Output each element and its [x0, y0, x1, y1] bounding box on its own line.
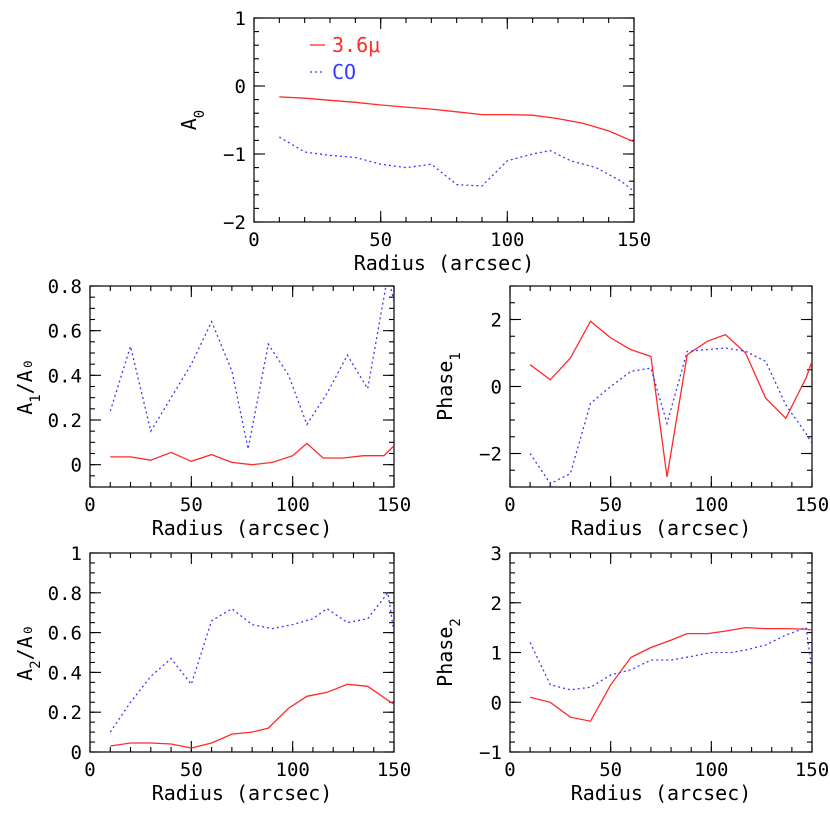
- x-axis-label: Radius (arcsec): [354, 251, 535, 275]
- y-tick-label: −1: [479, 742, 502, 764]
- x-tick-label: 50: [599, 759, 622, 781]
- y-tick-label: −1: [223, 144, 246, 166]
- y-tick-label: 1: [235, 8, 246, 30]
- x-tick-label: 0: [504, 494, 515, 516]
- panel-a0: 0 50 100 150 −2 −1 0 1 Radius (arcsec) A0 3.6μ CO: [177, 8, 651, 275]
- y-tick-label: 0: [491, 377, 502, 399]
- x-tick-label: 150: [377, 494, 411, 516]
- legend: 3.6μ CO: [310, 33, 380, 84]
- y-tick-label: 0: [235, 76, 246, 98]
- series-line-ir: [110, 442, 394, 466]
- y-tick-label: −2: [479, 444, 502, 466]
- y-tick-label: 1: [71, 543, 82, 565]
- plot-frame: [509, 552, 813, 753]
- legend-label: 3.6μ: [332, 33, 380, 57]
- series-line-ir: [110, 683, 394, 749]
- series-line-ir: [279, 96, 634, 143]
- panel-phase1: 0 50 100 150 −2 0 2 Radius (arcsec) Phase1: [433, 285, 829, 540]
- series-line-co: [529, 626, 812, 691]
- y-tick-label: 1: [491, 643, 502, 665]
- x-tick-label: 50: [369, 229, 392, 251]
- x-tick-label: 100: [694, 759, 728, 781]
- x-tick-label: 50: [599, 494, 622, 516]
- y-tick-label: 0.8: [48, 583, 82, 605]
- series-line-ir: [529, 626, 812, 722]
- series-line-co: [529, 347, 812, 485]
- y-tick-label: 3: [491, 543, 502, 565]
- plot-frame: [253, 17, 635, 223]
- y-tick-label: 0: [491, 692, 502, 714]
- y-axis-label: A2/A₀: [13, 624, 44, 681]
- x-tick-label: 50: [180, 494, 203, 516]
- plot-frame: [89, 552, 395, 753]
- panel-a2: 0 50 100 150 0 0.2 0.4 0.6 0.8 1 Radius (arcsec) A2…: [13, 543, 411, 805]
- y-axis-label: A0: [177, 110, 208, 130]
- x-tick-label: 50: [180, 759, 203, 781]
- y-tick-label: 2: [491, 310, 502, 332]
- x-tick-label: 100: [276, 494, 310, 516]
- x-tick-label: 0: [504, 759, 515, 781]
- x-axis-label: Radius (arcsec): [152, 781, 333, 805]
- series-line-co: [109, 286, 394, 450]
- y-tick-label: −2: [223, 212, 246, 234]
- y-axis-label: Phase2: [433, 618, 464, 687]
- y-axis-label: A1/A₀: [13, 358, 44, 415]
- x-axis-label: Radius (arcsec): [571, 781, 752, 805]
- x-tick-label: 150: [795, 759, 829, 781]
- y-tick-label: 2: [491, 593, 502, 615]
- plot-frame: [509, 285, 813, 488]
- x-axis-label: Radius (arcsec): [571, 516, 752, 540]
- x-tick-label: 0: [84, 759, 95, 781]
- x-tick-label: 100: [694, 494, 728, 516]
- y-tick-label: 0.6: [48, 623, 82, 645]
- x-tick-label: 100: [276, 759, 310, 781]
- x-axis-label: Radius (arcsec): [152, 516, 333, 540]
- x-tick-label: 0: [248, 229, 259, 251]
- y-tick-label: 0.2: [48, 702, 82, 724]
- y-tick-label: 0: [71, 742, 82, 764]
- y-tick-label: 0.4: [48, 662, 82, 684]
- series-line-ir: [529, 320, 812, 478]
- y-tick-label: 0.2: [48, 410, 82, 432]
- x-tick-label: 150: [377, 759, 411, 781]
- x-tick-label: 0: [84, 494, 95, 516]
- y-tick-label: 0.6: [48, 321, 82, 343]
- y-tick-label: 0.8: [48, 276, 82, 298]
- legend-label: CO: [332, 60, 356, 84]
- series-line-co: [278, 136, 634, 192]
- x-tick-label: 100: [490, 229, 524, 251]
- x-tick-label: 150: [617, 229, 651, 251]
- x-tick-label: 150: [795, 494, 829, 516]
- y-tick-label: 0.4: [48, 365, 82, 387]
- y-tick-label: 0: [71, 455, 82, 477]
- series-line-co: [109, 591, 394, 733]
- y-axis-label: Phase1: [433, 352, 464, 421]
- panel-a1: 0 50 100 150 0 0.2 0.4 0.6 0.8 Radius (arcsec) A1/…: [13, 276, 411, 540]
